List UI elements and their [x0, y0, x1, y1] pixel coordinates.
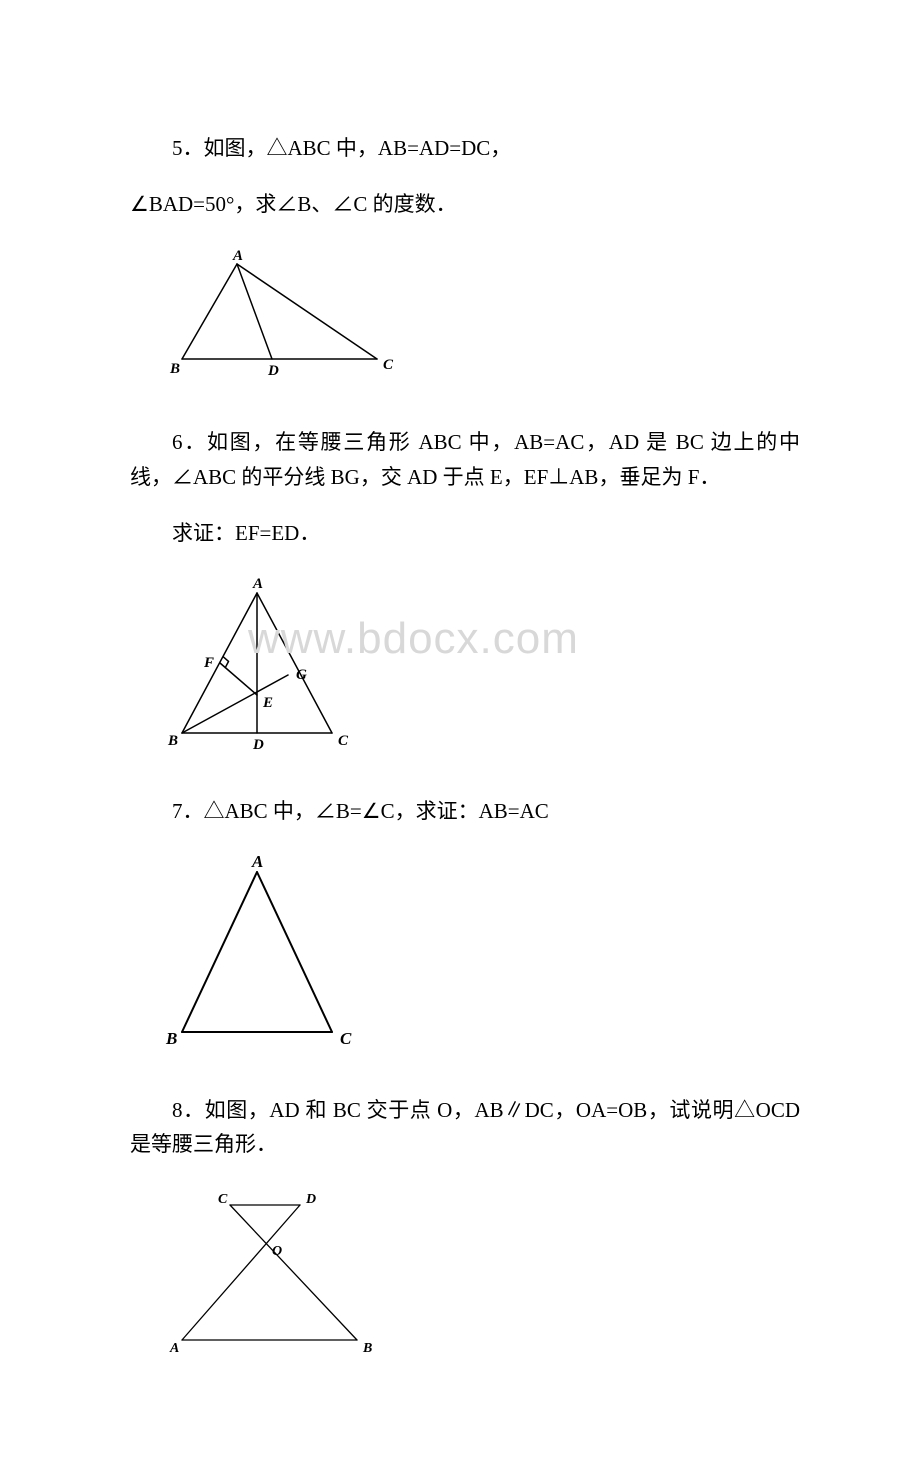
svg-text:B: B: [167, 733, 178, 749]
svg-text:C: C: [383, 357, 394, 373]
svg-text:A: A: [251, 852, 263, 871]
svg-text:A: A: [232, 248, 243, 264]
problem-7: 7．△ABC 中，∠B=∠C，求证：AB=AC A B C: [130, 794, 800, 1069]
problem-8-figure: C D O A B: [160, 1183, 800, 1382]
svg-text:C: C: [338, 733, 349, 749]
document-page: 5．如图，△ABC 中，AB=AD=DC， ∠BAD=50°，求∠B、∠C 的度…: [0, 0, 920, 1466]
svg-text:D: D: [252, 737, 264, 753]
svg-text:O: O: [272, 1244, 282, 1259]
problem-6-text-line-1: 6．如图，在等腰三角形 ABC 中，AB=AC，AD 是 BC 边上的中线，∠A…: [130, 425, 800, 494]
problem-5: 5．如图，△ABC 中，AB=AD=DC， ∠BAD=50°，求∠B、∠C 的度…: [130, 131, 800, 401]
svg-text:B: B: [362, 1341, 372, 1356]
problem-6-text-line-2: 求证：EF=ED．: [130, 516, 800, 551]
svg-text:D: D: [267, 363, 279, 379]
svg-text:E: E: [262, 695, 273, 711]
problem-5-text-line-1: 5．如图，△ABC 中，AB=AD=DC，: [130, 131, 800, 166]
svg-text:A: A: [169, 1341, 179, 1356]
problem-5-figure: A B D C: [160, 242, 800, 401]
svg-text:F: F: [203, 655, 214, 671]
problem-7-figure: A B C: [160, 850, 800, 1069]
problem-7-text-line-1: 7．△ABC 中，∠B=∠C，求证：AB=AC: [130, 794, 800, 829]
svg-text:B: B: [169, 361, 180, 377]
problem-5-text-line-2: ∠BAD=50°，求∠B、∠C 的度数．: [130, 187, 800, 222]
problem-6-figure: A B C D G E F: [160, 571, 800, 770]
svg-text:G: G: [296, 667, 307, 683]
problem-8-text-line-1: 8．如图，AD 和 BC 交于点 O，AB∥DC，OA=OB，试说明△OCD 是…: [130, 1093, 800, 1162]
problem-6: 6．如图，在等腰三角形 ABC 中，AB=AC，AD 是 BC 边上的中线，∠A…: [130, 425, 800, 770]
problem-8: 8．如图，AD 和 BC 交于点 O，AB∥DC，OA=OB，试说明△OCD 是…: [130, 1093, 800, 1382]
svg-text:B: B: [165, 1029, 177, 1048]
svg-text:D: D: [305, 1192, 316, 1207]
svg-text:C: C: [340, 1029, 352, 1048]
svg-text:C: C: [218, 1192, 228, 1207]
svg-text:A: A: [252, 576, 263, 592]
